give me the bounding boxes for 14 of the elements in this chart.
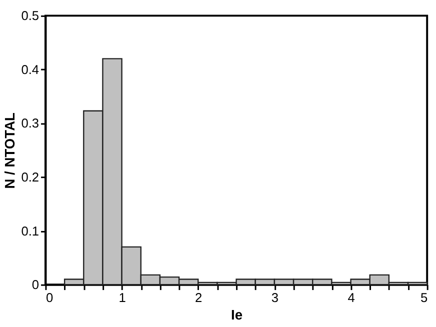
x-tick-label: 0 (46, 290, 54, 305)
y-axis-title: N / NTOTAL (1, 112, 18, 189)
x-axis-title: Ie (231, 306, 243, 323)
y-tick-label: 0.2 (21, 169, 40, 184)
x-tick-label: 1 (118, 290, 126, 305)
x-tick-label: 2 (195, 290, 202, 305)
x-tick-label: 5 (420, 290, 428, 305)
x-tick-label: 4 (348, 290, 355, 305)
x-tick-label: 3 (271, 290, 279, 305)
y-tick-label: 0 (32, 277, 40, 292)
y-tick-label: 0.4 (21, 62, 40, 77)
y-tick-label: 0.5 (21, 8, 40, 24)
y-tick-label: 0.1 (21, 223, 40, 238)
y-tick-label: 0.3 (21, 116, 40, 131)
